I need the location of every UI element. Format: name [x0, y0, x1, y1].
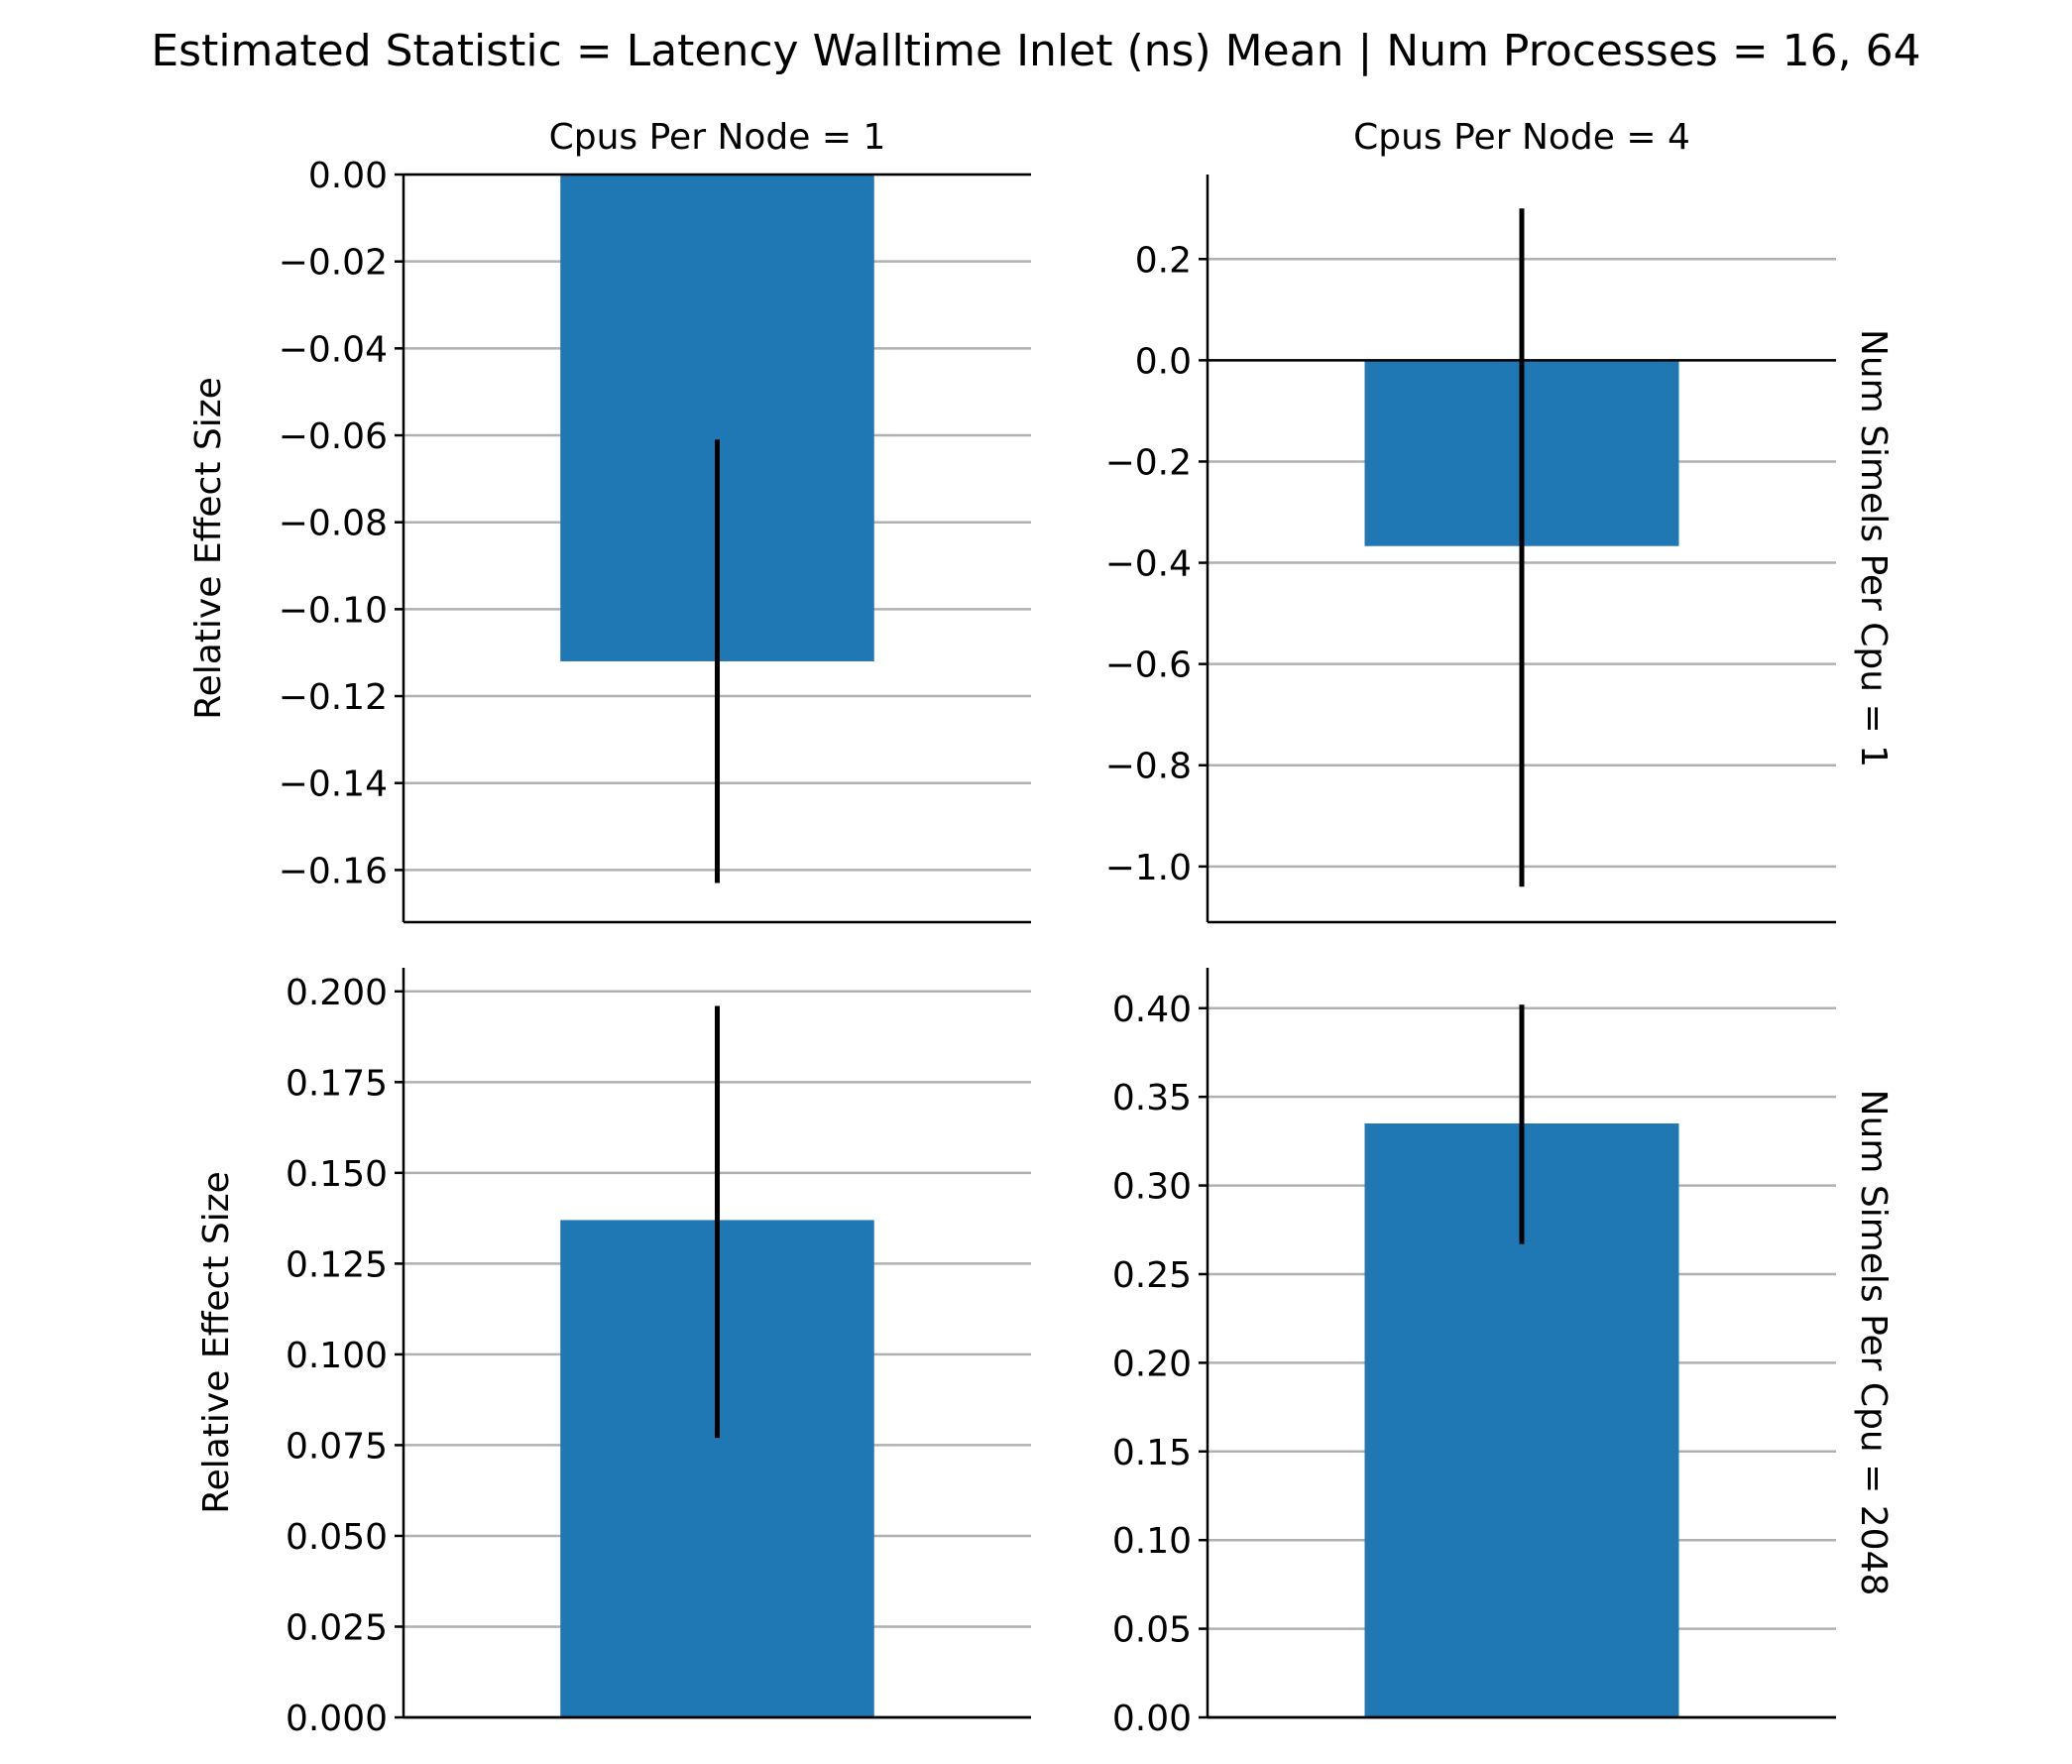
y-tick-label: 0.30	[1112, 1167, 1192, 1208]
y-tick-label: −0.4	[1105, 544, 1192, 585]
y-tick-label: 0.0	[1135, 341, 1192, 382]
y-tick-label: −0.16	[279, 851, 388, 891]
y-tick-label: −0.06	[279, 416, 388, 457]
y-tick-label: 0.40	[1112, 990, 1192, 1030]
y-tick-label: 0.200	[286, 973, 388, 1013]
y-tick-label: −0.14	[279, 764, 388, 805]
y-tick-label: −0.6	[1105, 646, 1192, 686]
y-tick-label: −0.10	[279, 590, 388, 631]
y-tick-label: 0.10	[1112, 1521, 1192, 1562]
y-tick-label: −0.2	[1105, 442, 1192, 483]
y-tick-label: 0.175	[286, 1063, 388, 1104]
y-tick-label: 0.125	[286, 1244, 388, 1285]
subplot-2: 0.2 0.0 −0.2 −0.4 −0.6 −0.8 −1.0 Cpus Per Node …	[1105, 117, 1894, 924]
row-label: Num Simels Per Cpu = 2048	[1853, 1090, 1894, 1596]
y-tick-label: 0.05	[1112, 1610, 1192, 1651]
y-axis-label: Relative Effect Size	[188, 377, 229, 720]
y-tick-label: 0.025	[286, 1607, 388, 1648]
y-tick-label: 0.000	[286, 1699, 388, 1739]
subplot-4: 0.00 0.05 0.10 0.15 0.20 0.25 0.30 0.35 0.40 Num …	[1112, 968, 1894, 1739]
y-tick-label: 0.075	[286, 1426, 388, 1467]
subplot-3: 0.000 0.025 0.050 0.075 0.100 0.125 0.150 0.175…	[196, 968, 1031, 1739]
y-tick-label: 0.15	[1112, 1433, 1192, 1473]
y-tick-label: −0.04	[279, 329, 388, 370]
y-tick-label: −0.02	[279, 243, 388, 284]
y-tick-label: −0.8	[1105, 747, 1192, 787]
column-title: Cpus Per Node = 4	[1353, 117, 1690, 158]
y-tick-label: 0.00	[1112, 1699, 1192, 1739]
y-tick-label: 0.2	[1135, 240, 1192, 281]
y-tick-label: −1.0	[1105, 848, 1192, 888]
y-tick-label: 0.20	[1112, 1344, 1192, 1384]
y-tick-label: −0.08	[279, 504, 388, 544]
figure-title: Estimated Statistic = Latency Walltime I…	[151, 26, 1920, 76]
y-tick-label: 0.00	[308, 156, 388, 196]
subplot-1: 0.00 −0.02 −0.04 −0.06 −0.08 −0.10 −0.12 −0.14 −…	[188, 117, 1031, 924]
y-tick-label: 0.100	[286, 1336, 388, 1376]
y-axis-label: Relative Effect Size	[196, 1171, 237, 1514]
y-tick-label: 0.25	[1112, 1255, 1192, 1296]
y-tick-label: 0.050	[286, 1517, 388, 1558]
column-title: Cpus Per Node = 1	[549, 117, 886, 158]
row-label: Num Simels Per Cpu = 1	[1853, 329, 1894, 767]
y-tick-label: 0.150	[286, 1154, 388, 1195]
y-tick-label: −0.12	[279, 677, 388, 718]
y-tick-label: 0.35	[1112, 1078, 1192, 1118]
